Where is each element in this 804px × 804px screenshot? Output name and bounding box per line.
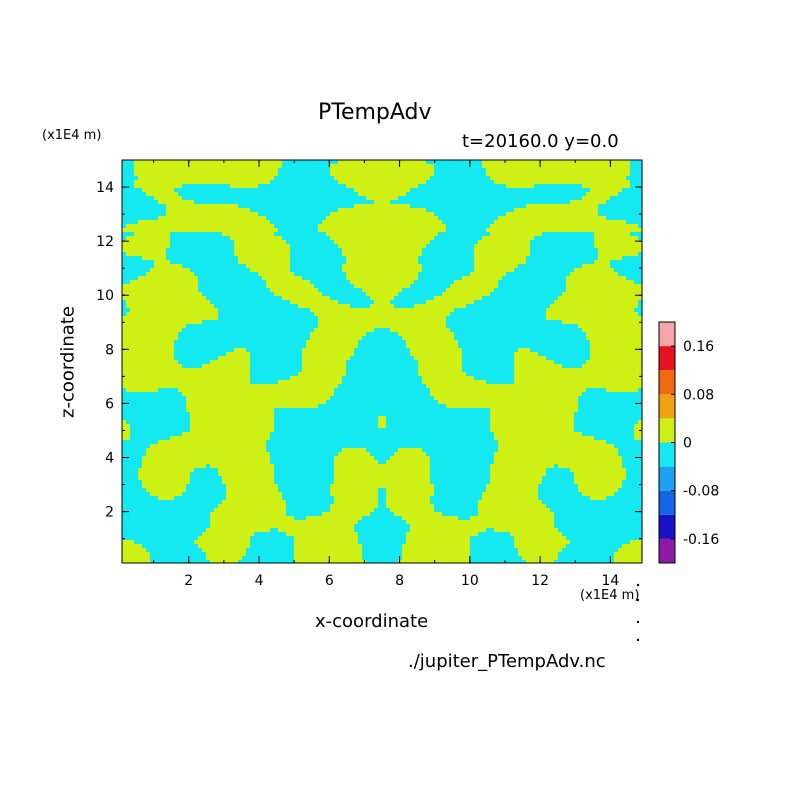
y-tick-label: 2 <box>105 505 114 521</box>
colorbar-segment <box>659 514 675 539</box>
y-tick-label: 8 <box>105 342 114 358</box>
x-tick-label: 4 <box>255 573 264 589</box>
colorbar-tick-label: 0.08 <box>683 387 714 403</box>
colorbar-segment <box>659 394 675 419</box>
heatmap-field <box>122 160 642 563</box>
colorbar-segment <box>659 538 675 563</box>
source-file-label: ./jupiter_PTempAdv.nc <box>408 651 606 672</box>
chart-title: PTempAdv <box>318 100 432 125</box>
colorbar-segment <box>659 370 675 395</box>
x-tick-label: 8 <box>395 573 404 589</box>
field-positive-band <box>122 160 642 563</box>
x-axis-unit: (x1E4 m) <box>580 588 640 603</box>
y-tick-label: 14 <box>96 180 114 196</box>
decorative-dots <box>636 583 640 642</box>
x-tick-label: 12 <box>531 573 549 589</box>
x-tick-label: 6 <box>325 573 334 589</box>
x-tick-label: 10 <box>461 573 479 589</box>
y-axis-unit: (x1E4 m) <box>42 128 102 143</box>
dot-mark <box>636 598 640 602</box>
colorbar-segment <box>659 442 675 467</box>
x-axis-label: x-coordinate <box>315 611 429 632</box>
plot-frame <box>121 159 643 564</box>
colorbar-tick-label: 0.16 <box>683 339 714 355</box>
dot-mark <box>636 583 640 587</box>
axes: 2 4 6 8 10 12 14 2 4 6 8 10 12 14 <box>96 160 642 589</box>
colorbar-tick-label: -0.16 <box>683 532 719 548</box>
dot-mark <box>636 638 640 642</box>
chart-subtitle: t=20160.0 y=0.0 <box>462 131 619 152</box>
colorbar-segment <box>659 466 675 491</box>
y-tick-label: 12 <box>96 234 114 250</box>
y-tick-label: 10 <box>96 288 114 304</box>
y-tick-label: 4 <box>105 451 114 467</box>
y-tick-label: 6 <box>105 396 114 412</box>
colorbar-segment <box>659 490 675 515</box>
colorbar-tick-label: -0.08 <box>683 484 719 500</box>
x-tick-label: 14 <box>601 573 619 589</box>
colorbar-segment <box>659 322 675 347</box>
colorbar: 0.16 0.08 0 -0.08 -0.16 <box>658 321 719 564</box>
colorbar-segment <box>659 418 675 443</box>
colorbar-segment <box>659 346 675 371</box>
dot-mark <box>636 620 640 624</box>
x-tick-label: 2 <box>184 573 193 589</box>
colorbar-tick-label: 0 <box>683 436 692 452</box>
